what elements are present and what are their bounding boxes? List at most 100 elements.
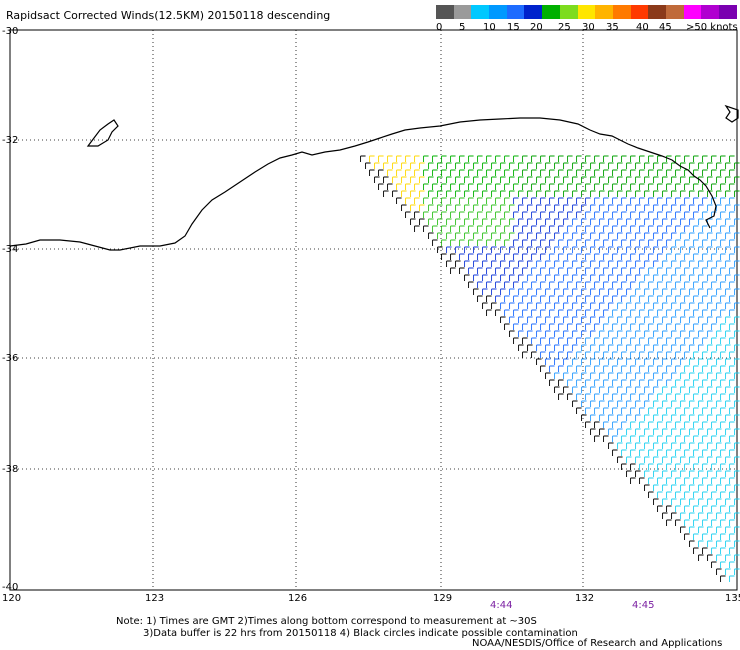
wind-barb: [500, 218, 506, 225]
wind-barb: [594, 379, 600, 386]
wind-barb: [684, 519, 690, 526]
wind-barb: [545, 246, 551, 253]
wind-barb: [576, 239, 582, 246]
wind-barb: [630, 281, 636, 288]
wind-barb: [455, 190, 461, 197]
wind-barb: [531, 267, 537, 274]
wind-barb: [581, 344, 587, 351]
wind-barb: [666, 169, 672, 176]
wind-barb: [612, 253, 618, 260]
wind-barb: [522, 323, 528, 330]
wind-barb: [621, 253, 627, 260]
wind-barb: [423, 169, 429, 176]
wind-barb: [707, 414, 713, 421]
wind-barb: [540, 225, 546, 232]
wind-barb: [491, 274, 497, 281]
wind-barb: [680, 414, 686, 421]
wind-barb: [518, 288, 524, 295]
wind-barb: [698, 274, 704, 281]
wind-barb: [549, 197, 555, 204]
wind-barb: [567, 281, 573, 288]
wind-barb: [716, 218, 722, 225]
scale-label: 30: [582, 22, 595, 33]
wind-barb: [522, 197, 528, 204]
wind-barb: [450, 197, 456, 204]
wind-barb: [635, 218, 641, 225]
wind-barb: [675, 155, 681, 162]
wind-barb: [653, 162, 659, 169]
wind-barb: [554, 204, 560, 211]
wind-barb: [603, 421, 609, 428]
wind-barb: [671, 456, 677, 463]
wind-barb: [599, 386, 605, 393]
wind-barb: [720, 477, 726, 484]
wind-barb: [536, 232, 542, 239]
wind-barb: [518, 176, 524, 183]
wind-barb: [734, 316, 740, 323]
wind-barb: [419, 176, 425, 183]
wind-barb: [527, 316, 533, 323]
wind-barb: [689, 176, 695, 183]
wind-barb: [689, 274, 695, 281]
wind-barb: [567, 183, 573, 190]
wind-barb: [608, 232, 614, 239]
wind-barb: [698, 428, 704, 435]
wind-barb: [536, 204, 542, 211]
wind-barb: [711, 253, 717, 260]
wind-barb: [662, 400, 668, 407]
wind-barb: [729, 379, 735, 386]
wind-barb: [468, 211, 474, 218]
scale-swatch: [648, 5, 666, 19]
wind-barb: [680, 302, 686, 309]
wind-barb: [734, 218, 740, 225]
wind-barb: [545, 260, 551, 267]
wind-barb: [720, 309, 726, 316]
wind-barb: [603, 183, 609, 190]
wind-barb: [644, 190, 650, 197]
wind-barb: [707, 204, 713, 211]
wind-barb: [401, 176, 407, 183]
wind-barb: [513, 267, 519, 274]
wind-barb: [662, 190, 668, 197]
wind-barb: [545, 274, 551, 281]
wind-barb: [639, 295, 645, 302]
wind-barb: [707, 554, 713, 561]
wind-barb: [563, 176, 569, 183]
scale-swatch: [542, 5, 560, 19]
scale-label: 20: [530, 22, 543, 33]
wind-barb: [414, 197, 420, 204]
wind-barb: [729, 393, 735, 400]
wind-barb: [621, 169, 627, 176]
pass-time-label: 4:45: [632, 600, 655, 611]
wind-barb: [612, 351, 618, 358]
wind-barb: [585, 211, 591, 218]
wind-barb: [477, 281, 483, 288]
wind-barb: [653, 456, 659, 463]
wind-barb: [383, 190, 389, 197]
wind-barb: [680, 176, 686, 183]
wind-barb: [689, 260, 695, 267]
wind-barb: [635, 204, 641, 211]
wind-barb: [504, 225, 510, 232]
wind-barb: [648, 267, 654, 274]
wind-barb: [666, 491, 672, 498]
wind-barb: [581, 288, 587, 295]
wind-barb: [608, 358, 614, 365]
wind-barb: [495, 211, 501, 218]
wind-barb: [585, 379, 591, 386]
wind-barb: [707, 470, 713, 477]
wind-barb: [675, 225, 681, 232]
wind-barb: [558, 281, 564, 288]
wind-barb: [626, 470, 632, 477]
wind-barb: [590, 162, 596, 169]
wind-barb: [585, 365, 591, 372]
wind-barb: [500, 204, 506, 211]
wind-barb: [612, 183, 618, 190]
wind-barb: [680, 400, 686, 407]
wind-barb: [464, 260, 470, 267]
wind-barb: [536, 302, 542, 309]
wind-barb: [689, 484, 695, 491]
wind-barb: [693, 533, 699, 540]
wind-barb: [725, 190, 731, 197]
wind-barb: [549, 281, 555, 288]
